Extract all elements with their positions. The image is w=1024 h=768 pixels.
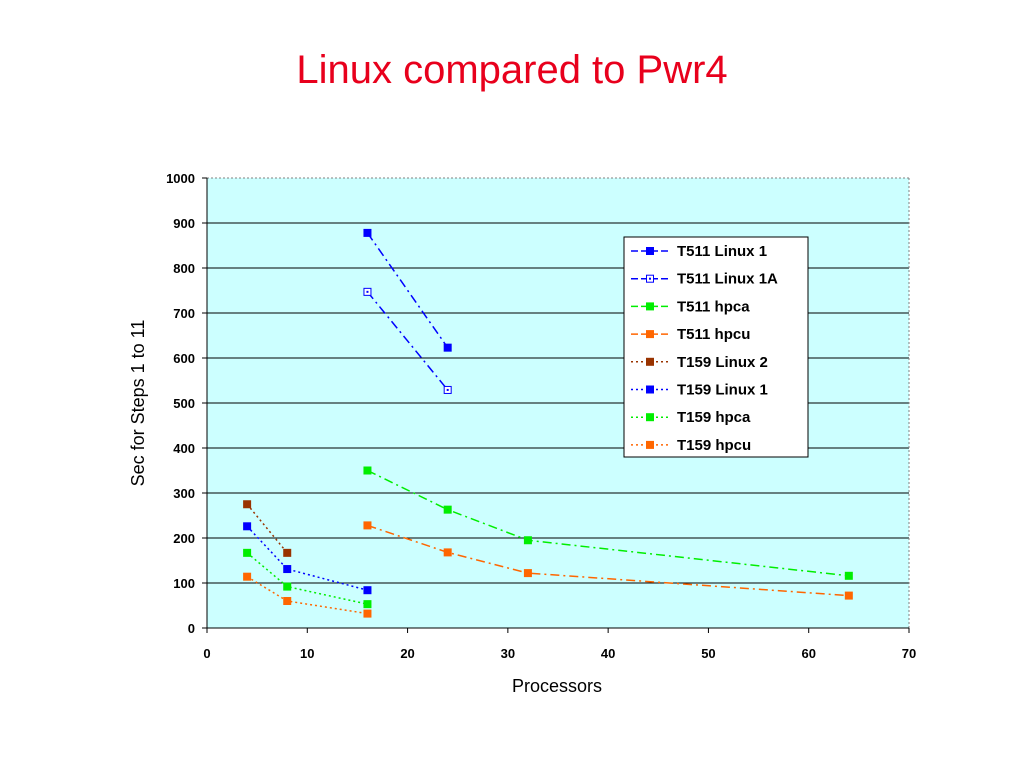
- legend-swatch-marker-dot: [649, 277, 651, 280]
- x-tick-label: 30: [501, 646, 515, 661]
- x-axis-title: Processors: [512, 676, 602, 696]
- series-line: [246, 503, 288, 554]
- y-tick-label: 0: [188, 621, 195, 636]
- data-point: [243, 522, 252, 531]
- legend-entry-t159-linux-1: T159 Linux 1: [631, 382, 768, 399]
- legend-label: T159 Linux 1: [677, 382, 768, 399]
- legend-entry-t511-hpca: T511 hpca: [631, 298, 750, 315]
- data-point: [363, 466, 372, 475]
- data-point: [243, 548, 252, 557]
- legend-swatch-marker: [646, 413, 654, 422]
- data-point: [363, 521, 372, 530]
- data-point: [283, 597, 292, 605]
- data-point: [443, 505, 452, 514]
- legend-label: T511 Linux 1: [677, 243, 767, 260]
- series-t159-linux-1: [243, 522, 372, 595]
- series-line: [367, 469, 849, 577]
- data-point: [844, 591, 853, 600]
- legend-swatch-marker: [646, 440, 654, 449]
- legend-entry-t159-linux-2: T159 Linux 2: [631, 354, 768, 371]
- legend-entry-t159-hpcu: T159 hpcu: [631, 437, 751, 454]
- slide-title: Linux compared to Pwr4: [296, 48, 728, 92]
- legend-label: T159 hpcu: [677, 437, 751, 454]
- y-tick-label: 800: [173, 261, 195, 276]
- legend-swatch-marker: [646, 357, 654, 366]
- data-point: [443, 548, 452, 557]
- axis-ticks: 0 100 200 300 400 500 600 700 800 900 1000 0 10 20 30 4…: [166, 171, 916, 661]
- x-tick-label: 40: [601, 646, 615, 661]
- x-tick-label: 0: [203, 646, 210, 661]
- x-tick-label: 60: [801, 646, 815, 661]
- data-point: [243, 500, 252, 509]
- data-point: [243, 572, 252, 581]
- series-t511-hpca: [363, 466, 853, 580]
- y-tick-label: 1000: [166, 171, 195, 186]
- y-tick-label: 500: [173, 396, 195, 411]
- legend-label: T511 Linux 1A: [677, 271, 778, 288]
- legend-swatch-marker: [646, 247, 654, 255]
- legend-swatch-marker: [646, 385, 654, 394]
- legend-box: [623, 236, 809, 458]
- legend-swatch-marker: [646, 330, 654, 339]
- legend-label: T159 hpca: [677, 409, 751, 426]
- legend-label: T511 hpca: [677, 298, 750, 315]
- data-point: [523, 569, 532, 578]
- series-line: [366, 291, 449, 391]
- data-point: [363, 600, 372, 609]
- series-layer: [243, 228, 853, 618]
- series-line: [366, 232, 449, 349]
- data-point: [844, 571, 853, 580]
- data-point: [283, 582, 292, 591]
- series-t511-hpcu: [363, 521, 853, 600]
- legend-entry-t159-hpca: T159 hpca: [631, 409, 751, 426]
- legend: T511 Linux 1 T511 Linux 1A T511 hpca T511 h…: [623, 236, 809, 458]
- y-axis-title: Sec for Steps 1 to 11: [128, 320, 148, 487]
- series-t511-linux-1: [363, 228, 452, 352]
- series-t159-linux-2: [243, 500, 292, 557]
- data-point-dot: [366, 290, 369, 293]
- x-tick-label: 70: [902, 646, 916, 661]
- y-tick-label: 900: [173, 216, 195, 231]
- y-tick-label: 600: [173, 351, 195, 366]
- data-point-dot: [446, 388, 449, 391]
- legend-entry-t511-linux-1: T511 Linux 1: [631, 243, 767, 260]
- legend-label: T511 hpcu: [677, 326, 750, 343]
- legend-entry-t511-hpcu: T511 hpcu: [631, 326, 750, 343]
- data-point: [363, 228, 372, 237]
- legend-entry-t511-linux-1a: T511 Linux 1A: [631, 271, 778, 288]
- y-tick-label: 700: [173, 306, 195, 321]
- legend-swatch-marker: [646, 302, 654, 311]
- x-tick-label: 20: [400, 646, 414, 661]
- series-t159-hpca: [243, 548, 372, 609]
- legend-entries: T511 Linux 1 T511 Linux 1A T511 hpca T511 h…: [631, 243, 778, 454]
- series-line: [367, 524, 849, 597]
- series-t511-linux-1a: [363, 287, 452, 394]
- series-t159-hpcu: [243, 572, 372, 618]
- legend-label: T159 Linux 2: [677, 354, 768, 371]
- y-tick-label: 100: [173, 576, 195, 591]
- data-point: [363, 609, 372, 618]
- data-point: [363, 586, 372, 595]
- data-point: [283, 548, 292, 557]
- data-point: [523, 536, 532, 545]
- x-tick-label: 10: [300, 646, 314, 661]
- data-point: [283, 565, 292, 574]
- y-tick-label: 300: [173, 486, 195, 501]
- data-point: [443, 343, 452, 352]
- y-tick-label: 400: [173, 441, 195, 456]
- y-tick-label: 200: [173, 531, 195, 546]
- x-tick-label: 50: [701, 646, 715, 661]
